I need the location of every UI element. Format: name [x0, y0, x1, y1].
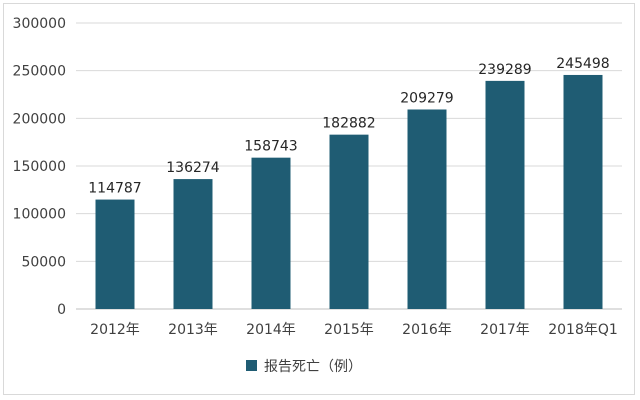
y-tick-label: 150000 — [13, 159, 66, 175]
y-axis-ticks: 0 50000 100000 150000 200000 250000 300000 — [13, 16, 66, 318]
bar — [329, 134, 369, 309]
legend-label: 报告死亡（例） — [264, 359, 362, 375]
data-label: 182882 — [322, 116, 375, 132]
x-tick-label: 2018年Q1 — [548, 322, 618, 338]
chart-frame — [3, 3, 635, 395]
bar — [251, 157, 291, 309]
bar — [173, 179, 213, 309]
legend-swatch — [246, 360, 257, 371]
bar — [485, 80, 525, 309]
y-tick-label: 200000 — [13, 111, 66, 127]
y-tick-label: 50000 — [21, 254, 66, 270]
data-label: 245498 — [556, 56, 609, 72]
x-tick-label: 2012年 — [90, 322, 140, 338]
bar — [407, 109, 447, 309]
x-tick-label: 2015年 — [324, 322, 374, 338]
x-tick-label: 2016年 — [402, 322, 452, 338]
data-labels: 114787 136274 158743 182882 209279 239289 2454… — [88, 56, 609, 197]
gridlines — [76, 22, 622, 310]
bar-series — [95, 74, 603, 309]
data-label: 114787 — [88, 181, 141, 197]
legend: 报告死亡（例） — [246, 359, 362, 375]
y-tick-label: 300000 — [13, 16, 66, 32]
data-label: 158743 — [244, 139, 297, 155]
y-tick-label: 0 — [57, 302, 66, 318]
data-label: 136274 — [166, 160, 220, 176]
bar — [95, 199, 135, 309]
x-tick-label: 2014年 — [246, 322, 296, 338]
x-tick-label: 2013年 — [168, 322, 218, 338]
y-tick-label: 100000 — [13, 207, 66, 223]
data-label: 239289 — [478, 62, 531, 78]
data-label: 209279 — [400, 90, 453, 106]
x-axis-ticks: 2012年 2013年 2014年 2015年 2016年 2017年 2018年Q1 — [90, 322, 618, 338]
x-tick-label: 2017年 — [480, 322, 530, 338]
bar — [563, 74, 603, 309]
y-tick-label: 250000 — [13, 64, 66, 80]
